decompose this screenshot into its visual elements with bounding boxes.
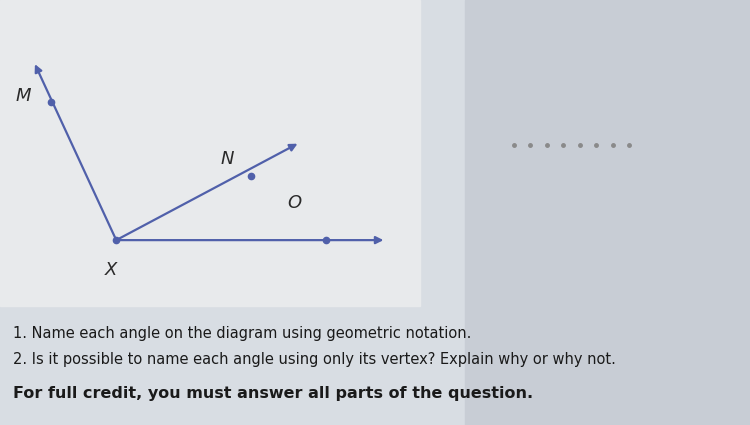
Text: X: X	[105, 261, 117, 279]
Text: 1. Name each angle on the diagram using geometric notation.: 1. Name each angle on the diagram using …	[13, 326, 472, 341]
Text: O: O	[288, 195, 302, 212]
Bar	[465, 0, 750, 425]
Bar	[0, 0, 420, 306]
Text: 2. Is it possible to name each angle using only its vertex? Explain why or why n: 2. Is it possible to name each angle usi…	[13, 351, 616, 367]
Text: N: N	[220, 150, 234, 168]
Text: For full credit, you must answer all parts of the question.: For full credit, you must answer all par…	[13, 385, 534, 401]
Text: M: M	[16, 87, 32, 105]
